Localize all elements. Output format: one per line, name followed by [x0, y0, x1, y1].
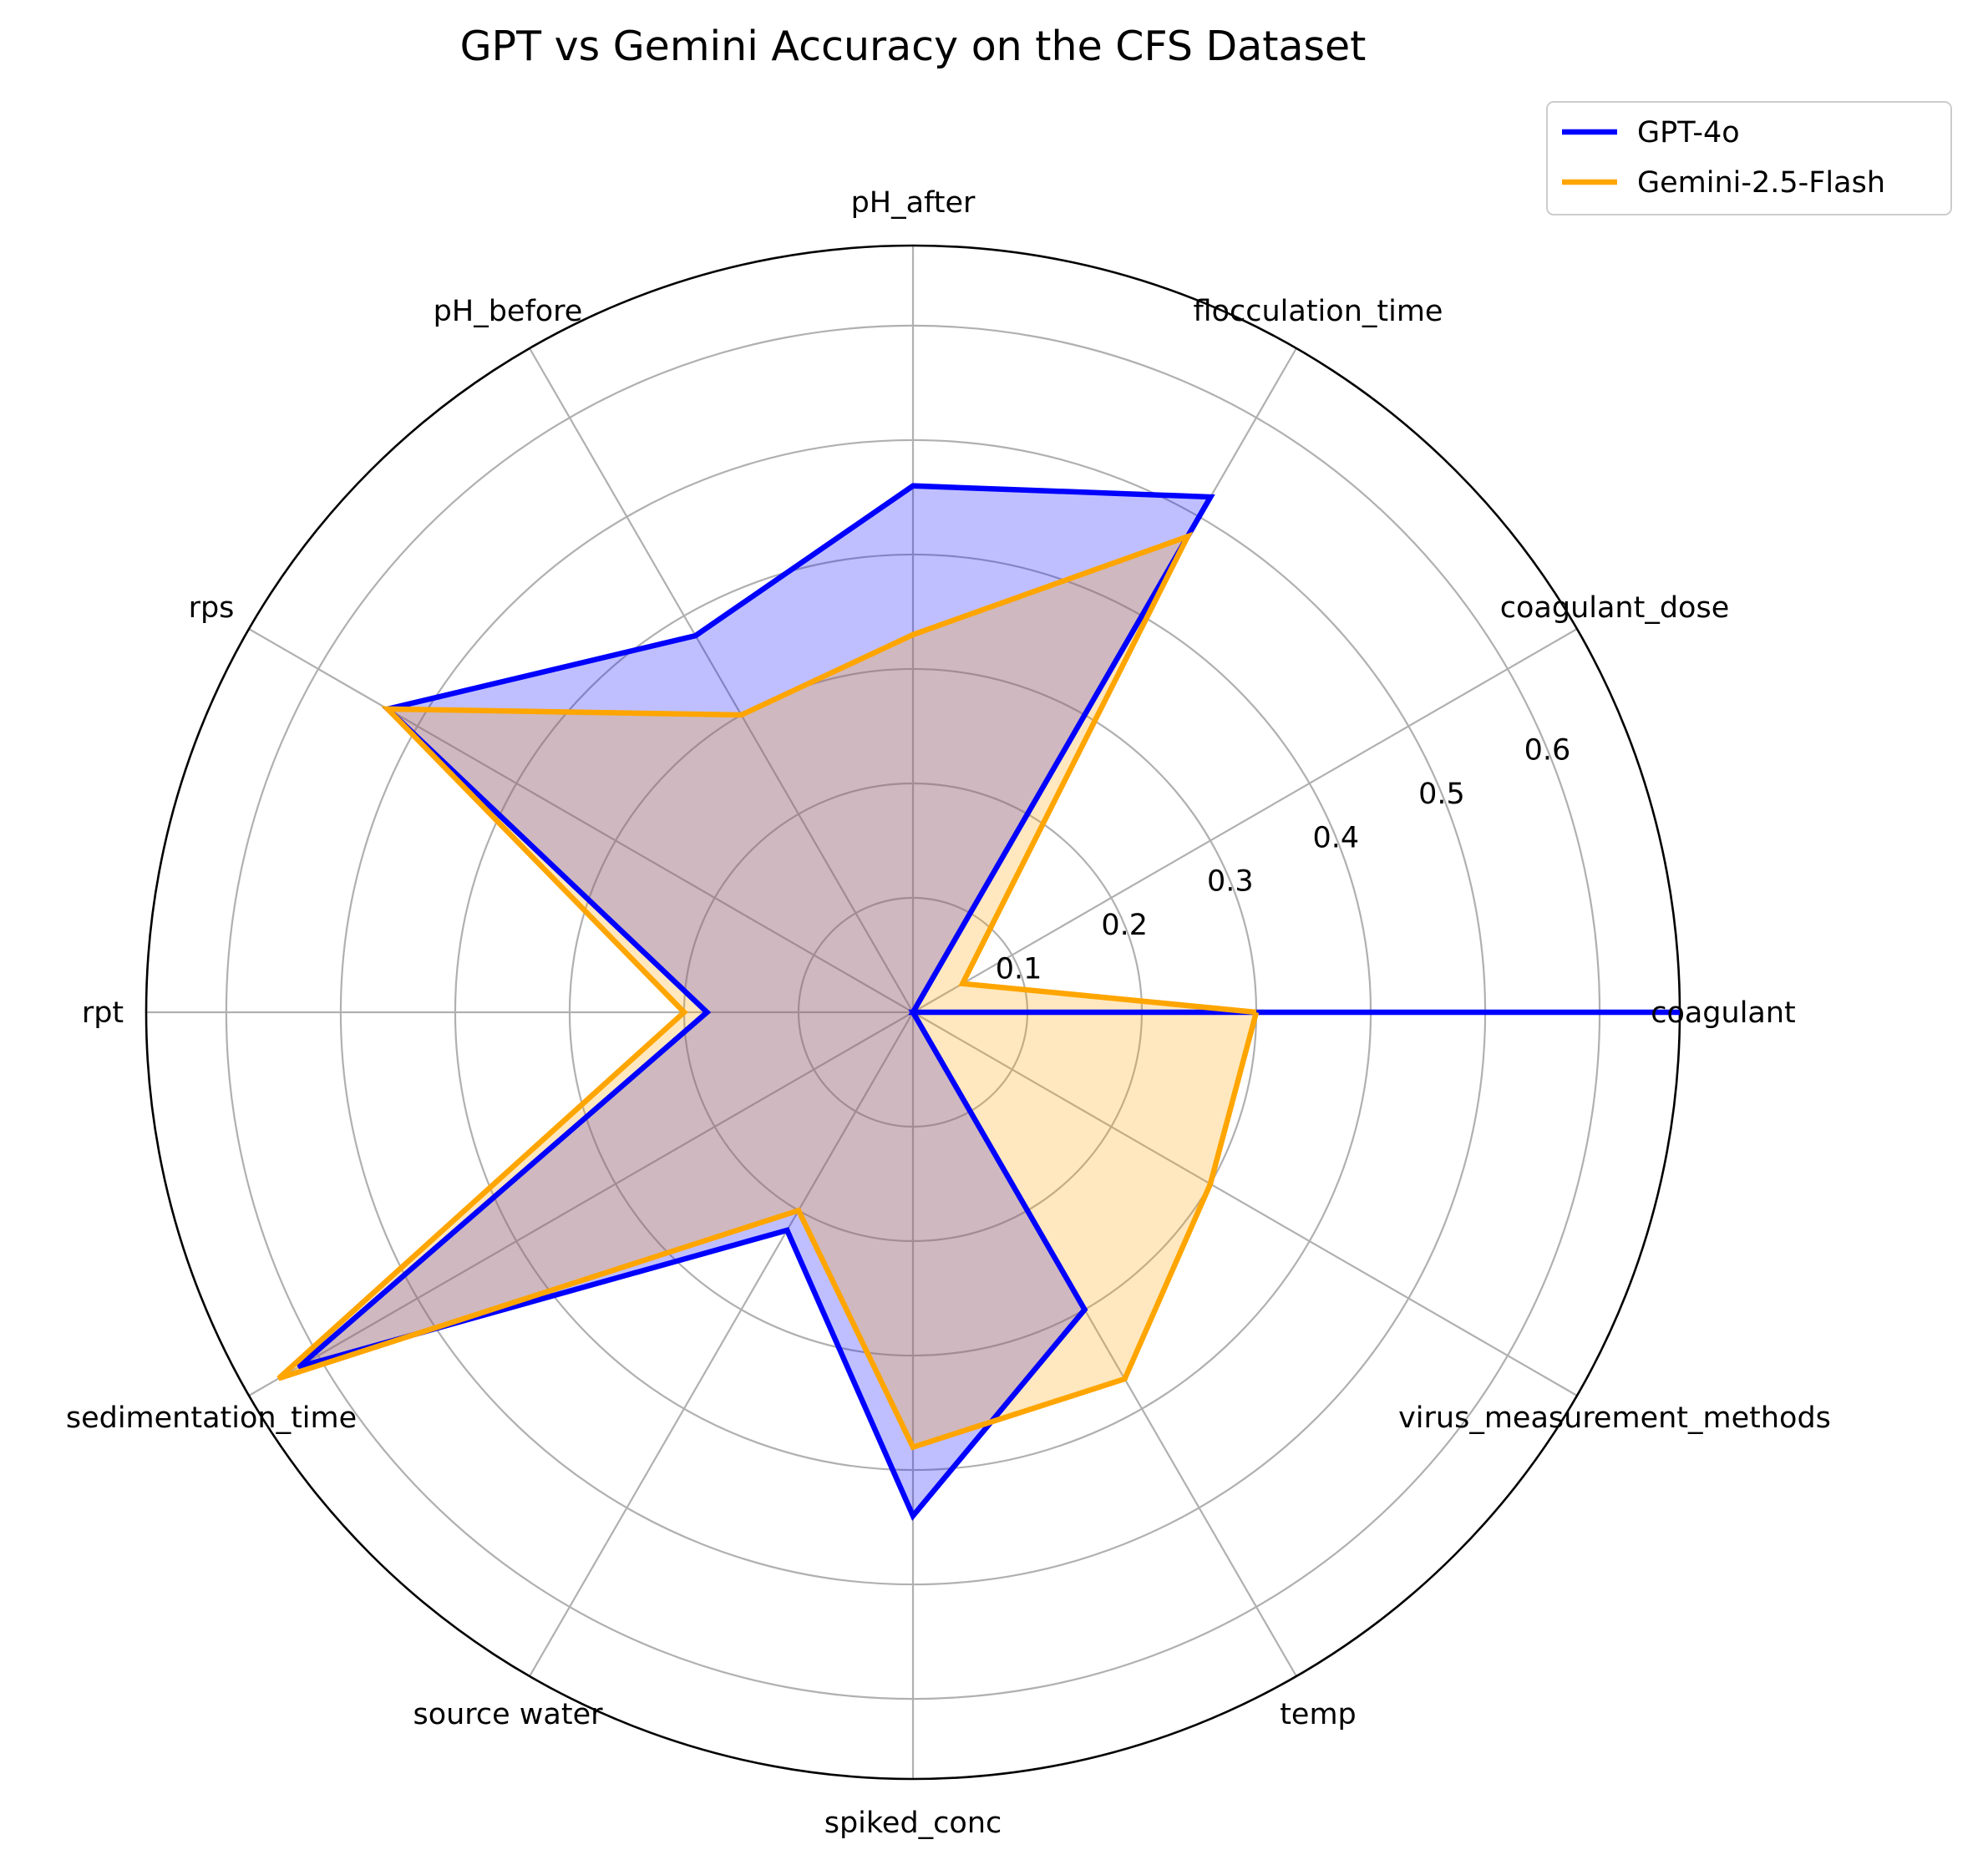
category-label: pH_before — [434, 295, 583, 328]
category-label: virus_measurement_methods — [1398, 1401, 1831, 1435]
legend-frame — [1546, 101, 1952, 215]
category-label: source water — [413, 1698, 603, 1731]
grid-spoke — [529, 1011, 914, 1677]
grid-spoke — [248, 628, 914, 1013]
category-labels: coagulant coagulant_dose flocculation_time… — [66, 186, 1831, 1840]
r-tick-label: 0.3 — [1207, 865, 1254, 899]
grid-spoke — [912, 628, 1578, 1013]
category-label: coagulant — [1651, 996, 1796, 1030]
category-label: temp — [1280, 1698, 1357, 1731]
legend: GPT-4o Gemini-2.5-Flash — [1546, 101, 1952, 215]
category-label: coagulant_dose — [1500, 591, 1729, 625]
category-label: sedimentation_time — [66, 1401, 357, 1435]
series-layer — [276, 483, 1680, 1522]
category-label: rpt — [82, 996, 124, 1030]
category-label: pH_after — [851, 186, 976, 220]
grid-spoke — [912, 1011, 1578, 1396]
category-label: rps — [189, 591, 235, 625]
category-label: spiked_conc — [824, 1807, 1002, 1840]
r-tick-label: 0.6 — [1524, 733, 1571, 767]
legend-label-1: Gemini-2.5-Flash — [1637, 166, 1885, 200]
r-tick-label: 0.2 — [1101, 909, 1148, 942]
series-line-1 — [276, 531, 1260, 1451]
radial-tick-labels: 0.1 0.2 0.3 0.4 0.5 0.6 — [996, 733, 1571, 986]
grid-spoke — [529, 347, 914, 1013]
category-label: flocculation_time — [1194, 295, 1443, 328]
r-tick-label: 0.5 — [1418, 778, 1465, 811]
series-line-0 — [297, 483, 1680, 1522]
series-area-1 — [278, 536, 1257, 1447]
r-tick-label: 0.1 — [996, 953, 1042, 986]
grid-spoke — [248, 1011, 914, 1396]
chart-title: GPT vs Gemini Accuracy on the CFS Datase… — [460, 23, 1367, 70]
legend-label-0: GPT-4o — [1637, 116, 1740, 150]
r-tick-label: 0.4 — [1312, 821, 1359, 854]
